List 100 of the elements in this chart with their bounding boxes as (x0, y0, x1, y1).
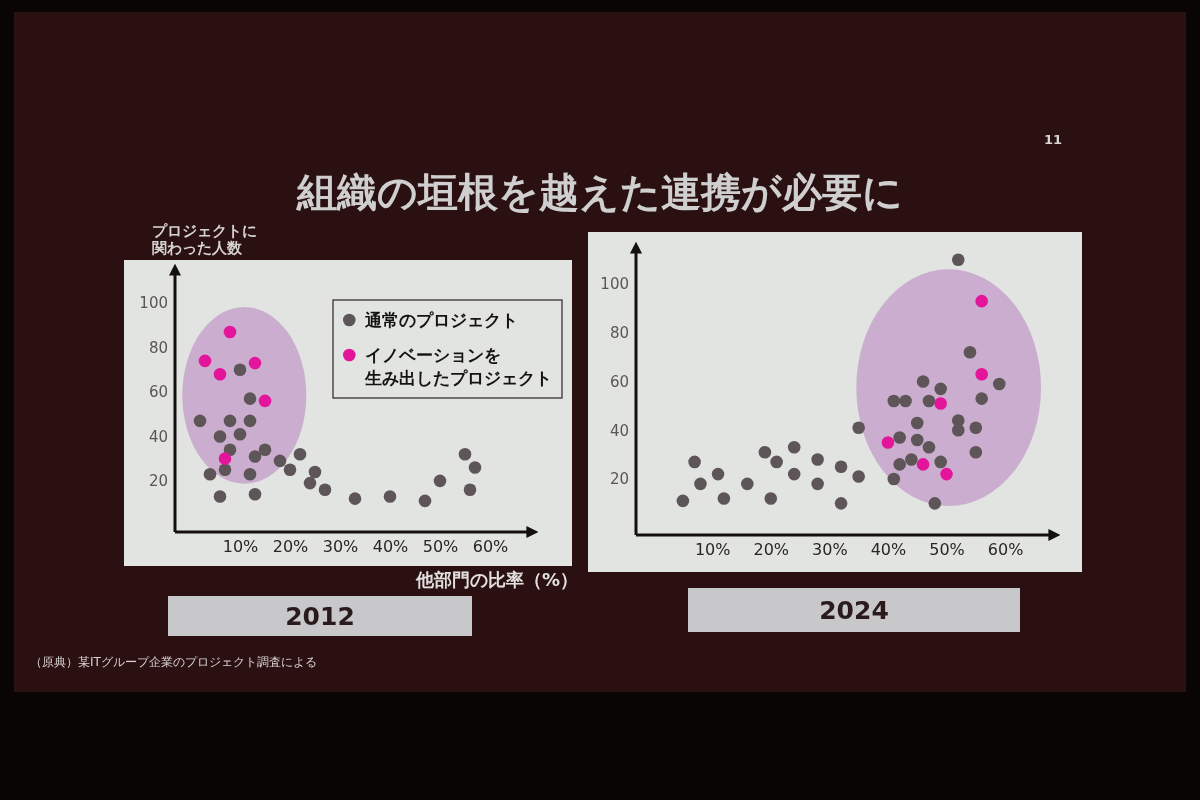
text: 2012 (285, 602, 355, 631)
x-tick-label: 10% (222, 537, 259, 557)
point (910, 416, 924, 430)
point (852, 421, 865, 435)
text: 2024 (819, 596, 889, 625)
point (233, 427, 247, 441)
point (248, 450, 262, 463)
x-tick-label: 30% (812, 540, 848, 560)
point (348, 492, 362, 505)
point (916, 458, 930, 471)
point (688, 455, 701, 469)
point (248, 356, 262, 370)
point (905, 453, 918, 466)
y-tick-label: 60 (609, 372, 629, 391)
point (834, 460, 848, 474)
point (243, 467, 257, 481)
point (910, 433, 924, 447)
point (308, 465, 322, 479)
point (951, 423, 965, 437)
point (969, 421, 983, 435)
point (218, 463, 232, 477)
point (198, 354, 212, 368)
y-tick-label: 20 (148, 472, 168, 491)
x-tick-label: 50% (929, 540, 965, 560)
x-tick-label: 40% (870, 540, 907, 560)
point (741, 477, 754, 491)
point (243, 392, 257, 405)
x-tick-label: 40% (372, 537, 409, 557)
point (975, 367, 988, 381)
point (887, 472, 901, 486)
point (922, 394, 936, 408)
point (951, 253, 965, 267)
y-tick-label: 20 (609, 470, 629, 489)
x-tick-label: 60% (472, 537, 509, 557)
point (758, 445, 772, 459)
point (318, 483, 332, 497)
x-tick-label: 50% (422, 537, 459, 557)
point (463, 483, 477, 497)
y-tick-label: 100 (139, 294, 168, 313)
point (887, 394, 901, 408)
point (992, 377, 1006, 391)
point (193, 414, 207, 428)
point (916, 375, 930, 388)
x-tick-label: 20% (753, 540, 790, 560)
chart-title: 組織の垣根を越えた連携が必要に (296, 169, 903, 215)
point (899, 394, 912, 408)
point (213, 367, 227, 381)
point (258, 394, 272, 408)
point (811, 477, 824, 491)
y-tick-label: 40 (148, 427, 168, 446)
point (676, 494, 690, 508)
point (243, 414, 257, 428)
y-tick-label: 80 (148, 338, 168, 357)
point (203, 467, 217, 481)
point (273, 454, 287, 468)
point (717, 492, 731, 505)
x-tick-label: 20% (272, 537, 309, 557)
point (787, 467, 801, 481)
point (694, 477, 707, 491)
point (940, 467, 953, 481)
x-axis-title: 他部門の比率（%） (414, 569, 578, 590)
point (213, 490, 227, 503)
point (963, 346, 977, 359)
y-tick-label: 60 (148, 383, 168, 402)
point (233, 363, 247, 377)
point (787, 441, 801, 454)
point (975, 294, 988, 308)
y-tick-label: 80 (609, 324, 629, 343)
point (893, 431, 906, 444)
legend-label: イノベーションを生み出したプロジェクト (364, 345, 552, 388)
legend-label: 通常のプロジェクト (364, 310, 518, 330)
point (218, 452, 232, 465)
point (893, 458, 906, 471)
point (458, 447, 472, 461)
point (433, 474, 447, 488)
x-tick-label: 30% (322, 537, 359, 557)
point (975, 392, 988, 405)
point (711, 467, 725, 481)
point (764, 492, 778, 505)
y-axis-title: プロジェクトに関わった人数 (152, 222, 257, 257)
y-tick-label: 40 (609, 421, 629, 440)
point (383, 490, 397, 503)
point (223, 325, 237, 339)
point (213, 430, 227, 443)
point (881, 436, 895, 449)
text: （原典）某ITグループ企業のプロジェクト調査による (30, 655, 317, 669)
point (934, 455, 947, 469)
point (852, 470, 865, 483)
point (969, 445, 983, 459)
x-tick-label: 10% (694, 540, 731, 560)
point (258, 443, 272, 457)
point (248, 487, 262, 501)
point (303, 476, 317, 490)
point (283, 463, 297, 477)
point (468, 461, 482, 474)
point (928, 497, 942, 510)
point (418, 494, 432, 508)
point (293, 447, 307, 461)
point (834, 497, 848, 510)
point (934, 382, 947, 396)
